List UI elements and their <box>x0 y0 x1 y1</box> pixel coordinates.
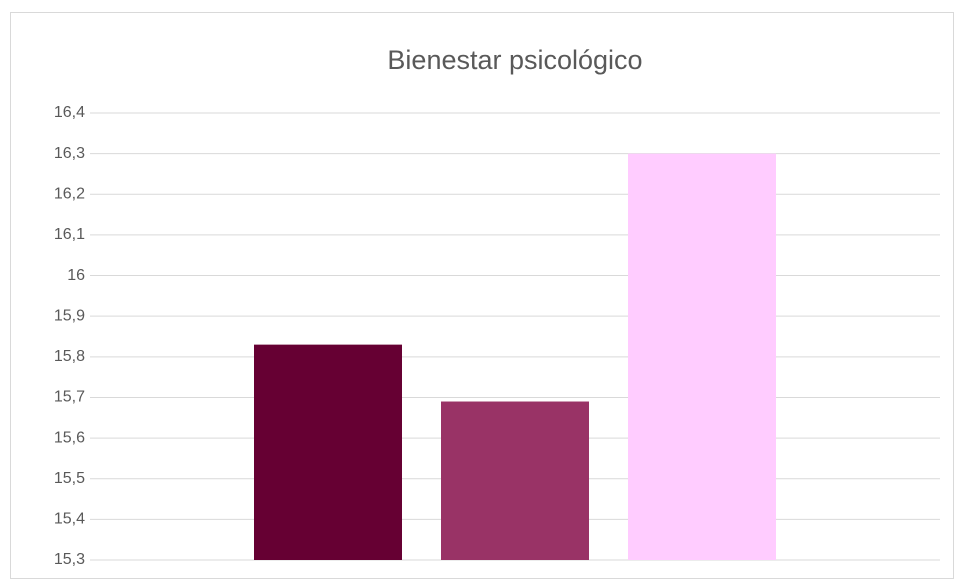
bar <box>441 401 589 560</box>
y-tick-label: 15,9 <box>54 307 85 324</box>
y-tick-label: 15,6 <box>54 429 85 446</box>
y-tick-label: 16,4 <box>54 104 85 121</box>
y-tick-label: 16 <box>67 267 85 284</box>
bar <box>254 344 402 560</box>
chart-title: Bienestar psicológico <box>387 45 642 75</box>
bar <box>628 153 776 561</box>
y-tick-label: 16,3 <box>54 145 85 162</box>
y-tick-label: 15,8 <box>54 348 85 365</box>
y-tick-label: 16,2 <box>54 185 85 202</box>
y-tick-label: 15,5 <box>54 470 85 487</box>
y-tick-label: 15,4 <box>54 511 85 528</box>
y-tick-label: 15,7 <box>54 389 85 406</box>
y-tick-label: 16,1 <box>54 226 85 243</box>
y-tick-label: 15,3 <box>54 551 85 568</box>
